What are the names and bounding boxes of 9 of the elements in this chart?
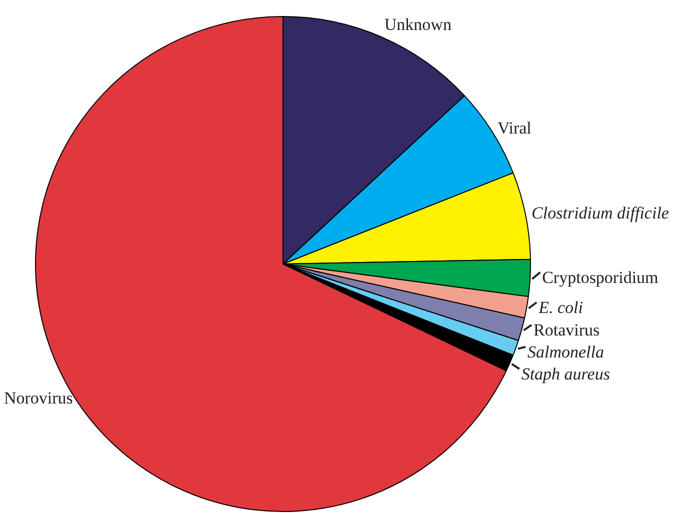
slice-label: Unknown [384,14,452,34]
slice-label: Salmonella [528,342,604,362]
slice-label: Cryptosporidium [542,268,658,287]
slice-label: E. coli [538,298,584,317]
slice-label: Rotavirus [534,320,600,340]
slice-label: Clostridium difficile [532,204,670,223]
slice-label: Norovirus [4,388,73,408]
slice-label: Staph aureus [521,364,610,384]
slice-label: Viral [497,118,532,138]
